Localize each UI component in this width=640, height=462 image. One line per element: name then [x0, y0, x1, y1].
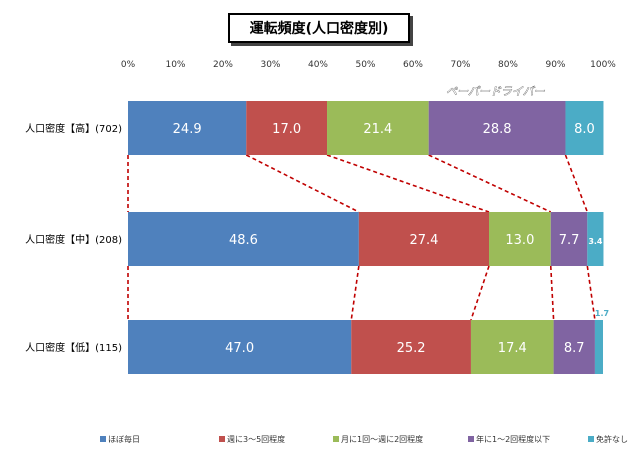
x-tick-label: 100%: [590, 60, 616, 70]
bar-value-label: 27.4: [409, 233, 438, 248]
bar-segment: [128, 212, 359, 266]
bar-segment: [327, 101, 429, 155]
bar-value-label: 48.6: [229, 233, 258, 248]
bar-value-label: 25.2: [397, 341, 426, 356]
legend-swatch: [333, 436, 339, 442]
x-tick-label: 90%: [545, 60, 565, 70]
bar-value-label: 7.7: [559, 233, 580, 248]
bar-segment: [565, 101, 604, 155]
connector-lines: [127, 154, 596, 321]
x-tick-label: 20%: [213, 60, 233, 70]
connector-line: [549, 265, 555, 321]
legend: ほぼ毎日 週に3～5回程度 月に1回～週に2回程度 年に1～2回程度以下 免許なし: [100, 434, 628, 444]
bar-segment: [587, 212, 604, 266]
bars: 24.9 17.0 21.4 28.8 8.0 48.6 27.4 13.0 7.7 3.4 47.…: [128, 101, 609, 374]
bar-segment: [550, 212, 588, 266]
category-label: 人口密度【低】(115): [25, 341, 122, 354]
legend-swatch: [100, 436, 106, 442]
bar-value-label: 8.7: [564, 341, 585, 356]
legend-label: 免許なし: [596, 434, 628, 444]
bar-segment: [470, 320, 554, 374]
bar-segment: [553, 320, 595, 374]
connector-line: [350, 265, 360, 321]
bar-value-label: 28.8: [483, 122, 512, 137]
legend-label: 月に1回～週に2回程度: [341, 434, 423, 444]
bar-value-label: 8.0: [574, 122, 595, 137]
x-tick-label: 30%: [260, 60, 280, 70]
x-axis-ticks: 0% 10% 20% 30% 40% 50% 60% 70% 80% 90% 100%: [121, 60, 616, 70]
legend-swatch: [468, 436, 474, 442]
x-tick-label: 10%: [165, 60, 185, 70]
bar-segment: [128, 320, 352, 374]
x-tick-label: 60%: [403, 60, 423, 70]
legend-label: ほぼ毎日: [108, 434, 140, 444]
category-labels: 人口密度【高】(702) 人口密度【中】(208) 人口密度【低】(115): [25, 122, 122, 354]
category-label: 人口密度【中】(208): [25, 233, 122, 246]
connector-line: [326, 154, 490, 213]
x-tick-label: 70%: [450, 60, 470, 70]
annotation-paper-driver: ペーパードライバー: [446, 85, 546, 98]
legend-label: 年に1～2回程度以下: [476, 434, 550, 444]
legend-swatch: [588, 436, 594, 442]
chart-title: 運転頻度(人口密度別): [228, 13, 410, 43]
x-tick-label: 40%: [308, 60, 328, 70]
connector-line: [586, 265, 596, 321]
bar-value-label: 1.7: [595, 309, 609, 318]
x-tick-label: 50%: [355, 60, 375, 70]
connector-line: [428, 154, 552, 213]
x-tick-label: 0%: [121, 60, 136, 70]
legend-label: 週に3～5回程度: [227, 434, 285, 444]
bar-segment: [489, 212, 551, 266]
bar-segment: [351, 320, 471, 374]
bar-value-label: 21.4: [363, 122, 392, 137]
bar-segment: [246, 101, 328, 155]
legend-swatch: [219, 436, 225, 442]
bar-value-label: 24.9: [173, 122, 202, 137]
bar-value-label: 13.0: [505, 233, 534, 248]
connector-line: [564, 154, 589, 213]
bar-segment: [358, 212, 489, 266]
category-label: 人口密度【高】(702): [25, 122, 122, 135]
bar-segment: [128, 101, 247, 155]
connector-line: [245, 154, 360, 213]
bar-segment: [594, 320, 603, 374]
bar-segment: [428, 101, 566, 155]
connector-line: [470, 265, 490, 321]
bar-value-label: 17.0: [272, 122, 301, 137]
bar-value-label: 17.4: [498, 341, 527, 356]
bar-value-label: 3.4: [588, 237, 603, 246]
x-tick-label: 80%: [498, 60, 518, 70]
bar-value-label: 47.0: [225, 341, 254, 356]
